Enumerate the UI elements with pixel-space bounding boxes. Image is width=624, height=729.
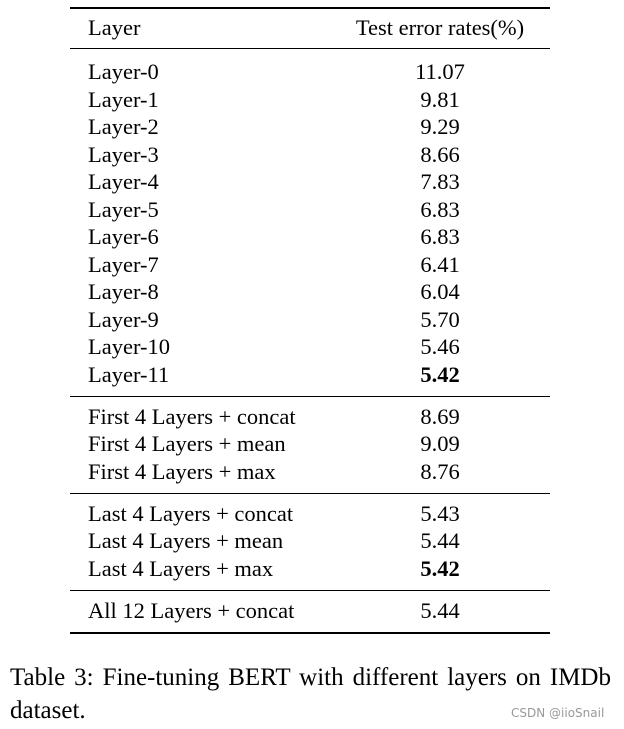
layer-cell: First 4 Layers + mean [88, 431, 286, 456]
error-cell: 9.29 [420, 114, 460, 139]
error-cell: 8.76 [420, 458, 460, 484]
error-cell: 7.83 [420, 169, 460, 194]
table-rule [70, 47, 550, 49]
error-cell: 5.46 [420, 334, 460, 359]
layer-cell: Last 4 Layers + concat [88, 500, 294, 526]
layer-cell: Layer-10 [88, 334, 171, 359]
header-cell: Layer [88, 15, 141, 40]
table-rule [70, 631, 550, 634]
layer-cell: Layer-4 [88, 169, 159, 194]
layer-cell: Layer-9 [88, 306, 159, 332]
layer-cell: All 12 Layers + concat [88, 597, 295, 623]
layer-cell: Layer-0 [88, 59, 159, 84]
error-cell: 5.44 [420, 528, 460, 553]
error-cell: 5.70 [420, 306, 460, 332]
error-cell: 8.69 [420, 403, 460, 429]
error-cell: 6.41 [420, 251, 460, 277]
error-cell: 6.83 [420, 196, 460, 222]
table-rule [70, 7, 550, 9]
layer-cell: Layer-11 [88, 361, 170, 387]
error-cell: 11.07 [415, 59, 465, 84]
table-rule [70, 492, 550, 495]
caption: Table 3: Fine-tuning BERT with different… [10, 664, 611, 724]
layer-cell: Layer-3 [88, 141, 159, 167]
error-cell: 5.44 [420, 597, 460, 623]
error-cell: 8.66 [420, 141, 460, 167]
layer-cell: Layer-1 [88, 86, 159, 112]
watermark: CSDN @iioSnail [511, 706, 605, 720]
layer-cell: Last 4 Layers + max [88, 555, 274, 581]
error-cell: 6.04 [420, 279, 460, 304]
error-cell: 5.43 [420, 500, 460, 526]
error-cell: 5.42 [420, 361, 460, 387]
layer-cell: First 4 Layers + max [88, 458, 276, 484]
error-cell: 5.42 [420, 555, 460, 581]
header-cell: Test error rates(%) [355, 15, 525, 40]
layer-cell: Last 4 Layers + mean [88, 528, 284, 553]
table-rule [70, 395, 550, 398]
error-cell: 9.81 [420, 86, 460, 112]
layer-cell: Layer-8 [88, 279, 159, 304]
layer-cell: Layer-2 [88, 114, 159, 139]
error-cell: 9.09 [420, 431, 460, 456]
layer-cell: Layer-6 [88, 224, 159, 249]
layer-cell: Layer-5 [88, 196, 159, 222]
error-cell: 6.83 [420, 224, 460, 249]
table-rule [70, 589, 550, 592]
layer-cell: Layer-7 [88, 251, 159, 277]
layer-cell: First 4 Layers + concat [88, 403, 296, 429]
